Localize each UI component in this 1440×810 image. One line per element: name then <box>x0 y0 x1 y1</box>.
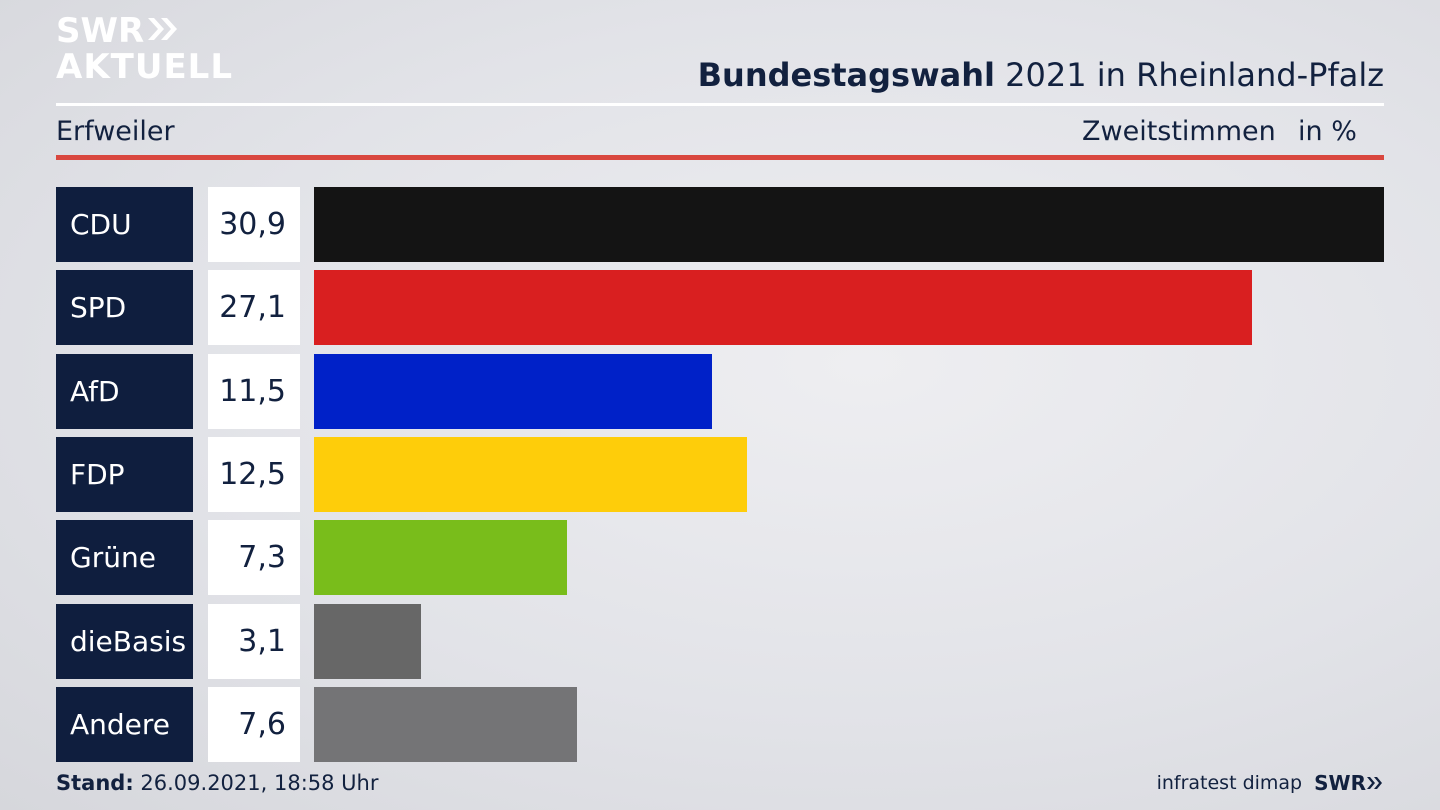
timestamp: Stand: 26.09.2021, 18:58 Uhr <box>56 771 379 795</box>
bar-spd <box>314 270 1252 345</box>
value-label-gr-ne: 7,3 <box>208 520 300 595</box>
bar-gr-ne <box>314 520 567 595</box>
value-label-andere: 7,6 <box>208 687 300 762</box>
party-label-fdp: FDP <box>56 437 193 512</box>
header-divider <box>56 103 1384 106</box>
region-name: Erfweiler <box>56 116 175 147</box>
vote-type-label: Zweitstimmen <box>1082 116 1276 147</box>
logo-line1: SWR <box>56 11 145 51</box>
party-label-afd: AfD <box>56 354 193 429</box>
stand-label: Stand: <box>56 771 134 795</box>
bar-afd <box>314 354 712 429</box>
title-bold: Bundestagswahl <box>697 56 995 94</box>
value-label-fdp: 12,5 <box>208 437 300 512</box>
party-label-cdu: CDU <box>56 187 193 262</box>
bar-andere <box>314 687 577 762</box>
stand-value: 26.09.2021, 18:58 Uhr <box>133 771 379 795</box>
footer-arrows-icon <box>1367 777 1382 789</box>
party-label-gr-ne: Grüne <box>56 520 193 595</box>
source-label: infratest dimap <box>1156 772 1303 794</box>
value-label-afd: 11,5 <box>208 354 300 429</box>
value-label-spd: 27,1 <box>208 270 300 345</box>
swr-aktuell-logo: SWR AKTUELL <box>56 14 233 84</box>
footer-swr-logo: SWR <box>1314 771 1384 795</box>
logo-line2: AKTUELL <box>56 47 234 87</box>
party-label-spd: SPD <box>56 270 193 345</box>
value-label-cdu: 30,9 <box>208 187 300 262</box>
unit-label: in % <box>1298 116 1357 147</box>
title-rest: 2021 in Rheinland-Pfalz <box>995 56 1384 94</box>
logo-arrows-icon <box>146 14 180 48</box>
party-label-diebasis: dieBasis <box>56 604 193 679</box>
footer-credits: infratest dimap SWR <box>1157 771 1384 795</box>
bar-fdp <box>314 437 747 512</box>
bar-cdu <box>314 187 1384 262</box>
accent-divider <box>56 155 1384 160</box>
page-title: Bundestagswahl 2021 in Rheinland-Pfalz <box>698 56 1384 94</box>
footer-brand: SWR <box>1314 771 1366 795</box>
value-label-diebasis: 3,1 <box>208 604 300 679</box>
party-label-andere: Andere <box>56 687 193 762</box>
bar-diebasis <box>314 604 421 679</box>
